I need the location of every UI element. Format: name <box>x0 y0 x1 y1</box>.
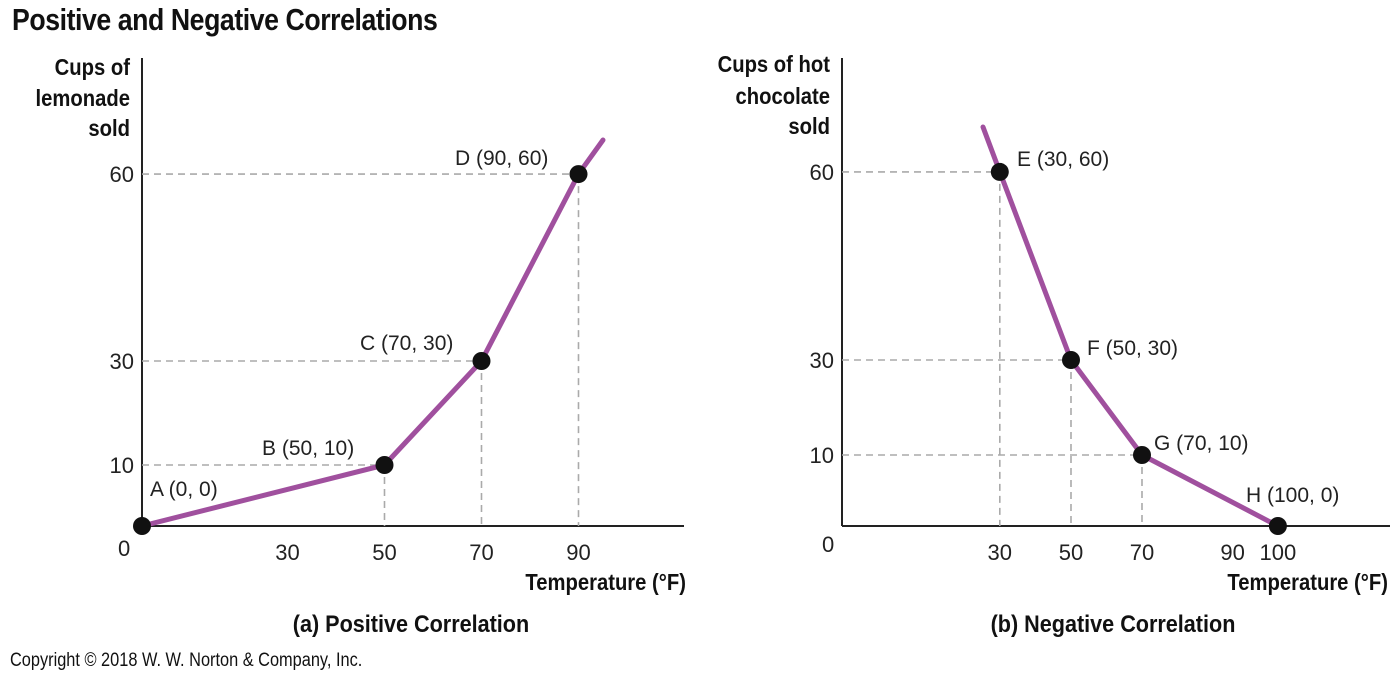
y-axis-label: Cups of hot <box>718 51 830 78</box>
data-point <box>1268 517 1287 535</box>
x-tick-label: 100 <box>1260 540 1297 565</box>
panel-a: A (0, 0) B (50, 10) C (70, 30) D (90, 60) 10… <box>36 54 686 637</box>
x-axis-label: Temperature (°F) <box>1227 569 1388 596</box>
x-tick-label: 50 <box>1059 540 1083 565</box>
x-tick-label: 50 <box>372 540 396 565</box>
chart-caption: (a) Positive Correlation <box>293 610 529 637</box>
x-tick-label: 30 <box>275 540 299 565</box>
y-tick-label: 60 <box>110 162 134 187</box>
x-tick-label: 70 <box>1130 540 1154 565</box>
copyright-notice: Copyright © 2018 W. W. Norton & Company,… <box>10 650 363 671</box>
x-tick-label: 30 <box>988 540 1012 565</box>
y-tick-label: 60 <box>810 160 834 185</box>
x-tick-label: 90 <box>566 540 590 565</box>
point-label: B (50, 10) <box>262 437 354 460</box>
y-tick-label: 10 <box>110 453 134 478</box>
data-point <box>133 517 151 535</box>
point-label: E (30, 60) <box>1017 148 1109 171</box>
point-label: G (70, 10) <box>1154 432 1249 455</box>
y-axis-label: chocolate <box>736 83 830 110</box>
y-axis-label: Cups of <box>55 54 131 81</box>
x-axis-label: Temperature (°F) <box>525 569 686 596</box>
series-line <box>980 124 1281 529</box>
data-point <box>1062 351 1080 369</box>
y-axis-label: lemonade <box>36 85 130 112</box>
data-point <box>1133 446 1151 464</box>
y-tick-label: 10 <box>810 443 834 468</box>
panel-b: E (30, 60) F (50, 30) G (70, 10) H (100, 0)… <box>718 51 1390 637</box>
point-label: A (0, 0) <box>150 478 218 501</box>
y-axis-label: sold <box>788 113 830 140</box>
point-label: H (100, 0) <box>1246 484 1339 507</box>
origin-label: 0 <box>118 536 130 561</box>
x-tick-label: 70 <box>469 540 493 565</box>
point-label: F (50, 30) <box>1087 337 1178 360</box>
data-point <box>472 352 491 370</box>
data-point <box>990 162 1009 181</box>
y-tick-label: 30 <box>110 349 134 374</box>
y-tick-label: 30 <box>810 348 834 373</box>
origin-label: 0 <box>822 532 834 557</box>
y-axis-label: sold <box>88 115 130 142</box>
point-label: C (70, 30) <box>360 332 453 355</box>
data-point <box>375 456 394 474</box>
x-tick-label: 90 <box>1220 540 1244 565</box>
point-label: D (90, 60) <box>455 147 548 170</box>
page-title: Positive and Negative Correlations <box>12 2 438 37</box>
chart-caption: (b) Negative Correlation <box>991 610 1236 637</box>
data-point <box>569 165 588 184</box>
